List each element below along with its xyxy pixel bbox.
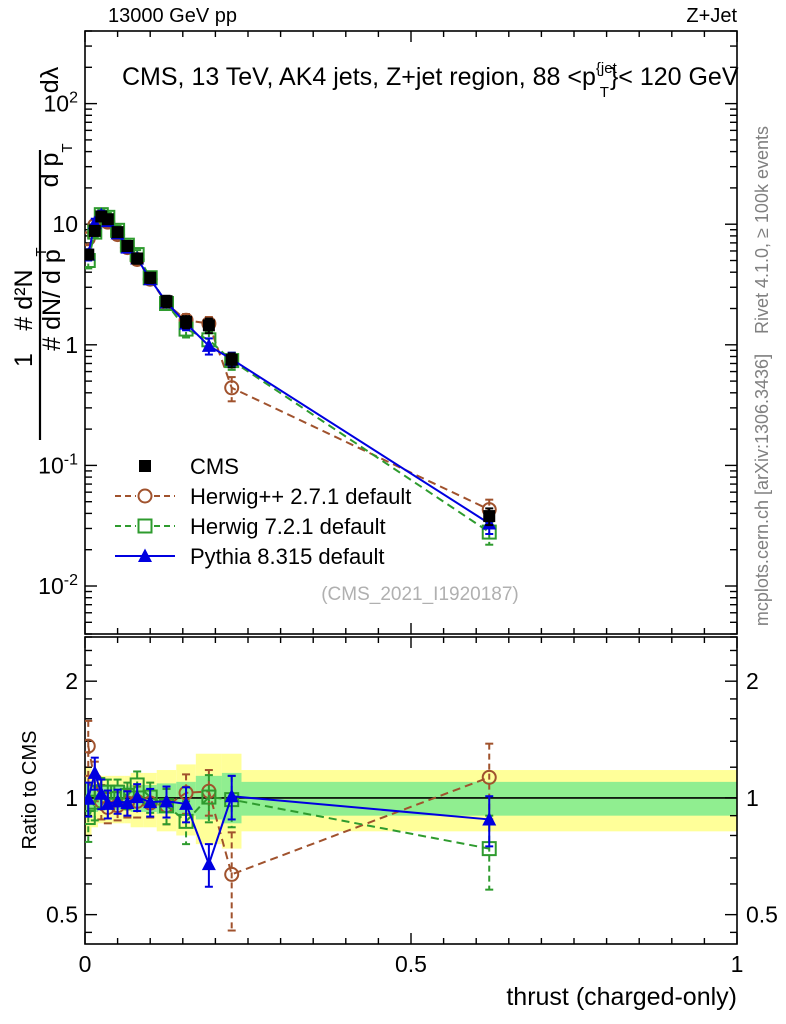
marker-filled-square <box>225 353 238 366</box>
legend-item-1[interactable]: Herwig++ 2.7.1 default <box>115 484 411 509</box>
main-y-tick-label-2: 1 <box>65 332 78 358</box>
marker-open-circle <box>137 488 153 504</box>
marker-filled-square <box>483 510 496 523</box>
main-y-axis-one: 1 <box>10 353 38 367</box>
main-plot-title: CMS, 13 TeV, AK4 jets, Z+jet region, 88 … <box>122 60 739 101</box>
legend-label-3: Pythia 8.315 default <box>190 544 384 569</box>
x-tick-label-2: 1 <box>731 951 744 977</box>
marker-filled-triangle <box>201 338 216 352</box>
subscript-T: T <box>33 247 50 256</box>
main-data-layer <box>85 207 497 546</box>
marker-filled-triangle <box>138 548 152 562</box>
marker-filled-triangle <box>159 793 174 808</box>
x-tick-label-0: 0 <box>79 951 92 977</box>
marker-filled-triangle <box>94 786 109 800</box>
mcplots-credit[interactable]: mcplots.cern.ch [arXiv:1306.3436] <box>752 354 772 626</box>
ratio-y-axis-label: Ratio to CMS <box>19 731 41 850</box>
marker-open-circle <box>85 738 96 754</box>
x-tick-label-1: 0.5 <box>395 951 427 977</box>
marker-filled-triangle <box>143 794 158 809</box>
x-ticks <box>84 31 738 634</box>
marker-open-circle <box>224 380 240 396</box>
marker-filled-square <box>85 248 95 261</box>
header-left-text: 13000 GeV pp <box>108 5 237 27</box>
ratio-y-tick-label-left-1: 1 <box>65 785 78 811</box>
main-y-ticks <box>85 30 737 635</box>
main-y-axis-numerator: # d²N <box>10 269 38 330</box>
legend-item-3[interactable]: Pythia 8.315 default <box>115 544 384 569</box>
ratio-data-layer <box>85 719 497 932</box>
main-y-tick-label-3: 10-1 <box>38 451 78 478</box>
mcplots-credit-text: mcplots.cern.ch [arXiv:1306.3436] <box>752 354 772 626</box>
marker-filled-square <box>131 252 144 265</box>
rivet-credit: Rivet 4.1.0, ≥ 100k events <box>752 126 772 334</box>
series-cms <box>85 210 496 527</box>
x-axis-label: thrust (charged-only) <box>506 983 737 1011</box>
main-y-axis-dpt: d p <box>36 153 64 188</box>
ratio-y-tick-label-right-1: 1 <box>746 785 759 811</box>
subscript-T: T <box>59 143 76 152</box>
main-panel-frame <box>84 30 738 635</box>
marker-filled-triangle <box>120 795 135 810</box>
ratio-y-tick-label-right-0: 2 <box>746 668 759 694</box>
ratio-y-axis-label-text: Ratio to CMS <box>19 731 41 850</box>
marker-filled-square <box>160 295 173 308</box>
marker-filled-square <box>88 224 101 237</box>
legend-item-0[interactable]: CMS <box>139 454 239 479</box>
series-line <box>87 213 490 525</box>
marker-filled-triangle <box>130 789 145 804</box>
ratio-y-tick-label-left-0: 2 <box>65 668 78 694</box>
legend-label-1: Herwig++ 2.7.1 default <box>190 484 411 509</box>
marker-filled-triangle <box>201 856 216 871</box>
main-y-axis-dlambda: dλ <box>36 66 64 93</box>
marker-filled-square <box>121 239 134 252</box>
marker-open-circle <box>224 866 240 882</box>
legend-label-2: Herwig 7.2.1 default <box>190 514 386 539</box>
main-y-tick-label-4: 10-2 <box>38 572 78 599</box>
marker-filled-triangle <box>87 765 102 779</box>
ratio-series-pythia-8-315-default <box>85 756 497 888</box>
main-y-tick-label-1: 10 <box>52 211 78 237</box>
marker-filled-triangle <box>179 796 194 810</box>
ratio-y-tick-label-left-2: 0.5 <box>46 902 78 928</box>
marker-open-circle <box>481 769 497 785</box>
ratio-y-tick-label-right-2: 0.5 <box>746 902 778 928</box>
marker-open-square <box>137 518 153 534</box>
legend-item-2[interactable]: Herwig 7.2.1 default <box>115 514 386 539</box>
legend: CMS Herwig++ 2.7.1 default Herwig 7.2.1 de… <box>115 454 411 569</box>
header-right-text: Z+Jet <box>686 5 737 27</box>
marker-filled-square <box>139 460 151 472</box>
marker-filled-triangle <box>110 793 125 808</box>
marker-filled-triangle <box>224 788 239 803</box>
marker-filled-square <box>101 213 114 226</box>
marker-filled-square <box>180 315 193 328</box>
marker-filled-triangle <box>482 811 497 826</box>
x-ticks <box>84 637 738 944</box>
marker-filled-square <box>144 271 157 284</box>
rivet-credit-text: Rivet 4.1.0, ≥ 100k events <box>752 126 772 334</box>
dataset-watermark: (CMS_2021_I1920187) <box>321 584 519 605</box>
marker-open-square <box>201 789 217 805</box>
marker-filled-triangle <box>85 791 96 805</box>
marker-filled-square <box>111 226 124 239</box>
main-y-axis-denominator: # dN/ d p <box>38 249 66 350</box>
marker-filled-square <box>202 319 215 332</box>
legend-label-0: CMS <box>190 454 239 479</box>
main-y-axis-label: # d²N # dN/ d p d p dλ 1 T T <box>10 66 76 440</box>
